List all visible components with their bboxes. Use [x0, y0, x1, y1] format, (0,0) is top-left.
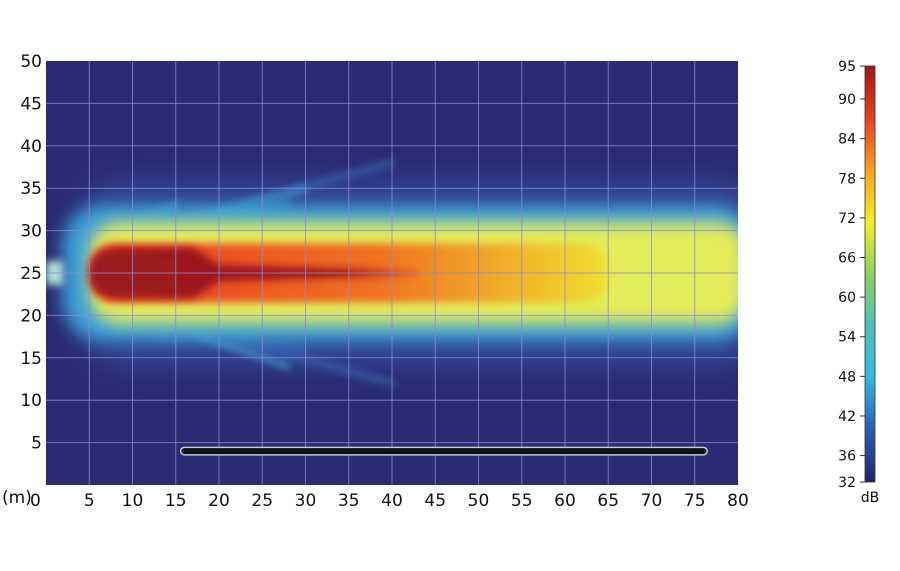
colorbar-tick-label: 36 [838, 449, 856, 465]
colorbar-tick-label: 84 [838, 132, 856, 148]
x-tick-label: 40 [381, 491, 403, 511]
colorbar-tick-label: 90 [838, 92, 856, 108]
x-tick-label: 65 [597, 491, 619, 511]
y-tick-label: 15 [20, 349, 42, 369]
y-tick-label: 25 [20, 264, 42, 284]
colorbar-tick-label: 48 [838, 369, 856, 385]
x-tick-label: 35 [338, 491, 360, 511]
x-tick-label: 5 [84, 491, 95, 511]
y-tick-label: 35 [20, 179, 42, 199]
x-tick-label: 60 [554, 491, 576, 511]
y-tick-label: 30 [20, 222, 42, 242]
y-tick-label: 5 [31, 434, 42, 454]
x-tick-label: 0 [30, 491, 41, 511]
grid [46, 61, 738, 485]
x-tick-label: 45 [424, 491, 446, 511]
x-tick-label: 75 [684, 491, 706, 511]
y-tick-label: 20 [20, 306, 42, 326]
x-tick-label: 55 [511, 491, 533, 511]
x-tick-label: 50 [468, 491, 490, 511]
colorbar-tick-label: 42 [838, 409, 856, 425]
x-tick-label: 10 [122, 491, 144, 511]
y-tick-label: 50 [20, 52, 42, 72]
x-tick-label: 30 [295, 491, 317, 511]
x-unit-label: (m) [2, 488, 32, 508]
colorbar-scale [864, 65, 876, 483]
colorbar-tick-label: 60 [838, 290, 856, 306]
colorbar-tick-label: 72 [838, 211, 856, 227]
colorbar: 32 36 42 48 54 60 66 72 78 84 90 95 dB [838, 59, 879, 506]
colorbar-tick-label: 78 [838, 171, 856, 187]
x-tick-label: 25 [251, 491, 273, 511]
y-tick-label: 40 [20, 137, 42, 157]
y-tick-label: 10 [20, 391, 42, 411]
colorbar-unit-label: dB [861, 490, 880, 506]
x-tick-label: 15 [165, 491, 187, 511]
colorbar-tick-label: 66 [838, 250, 856, 266]
colorbar-tick-label: 32 [838, 475, 856, 491]
x-tick-label: 70 [641, 491, 663, 511]
x-tick-label: 20 [208, 491, 230, 511]
y-tick-label: 45 [20, 94, 42, 114]
x-tick-label: 80 [727, 491, 749, 511]
colorbar-tick-label: 95 [838, 59, 856, 75]
colorbar-tick-label: 54 [838, 330, 856, 346]
